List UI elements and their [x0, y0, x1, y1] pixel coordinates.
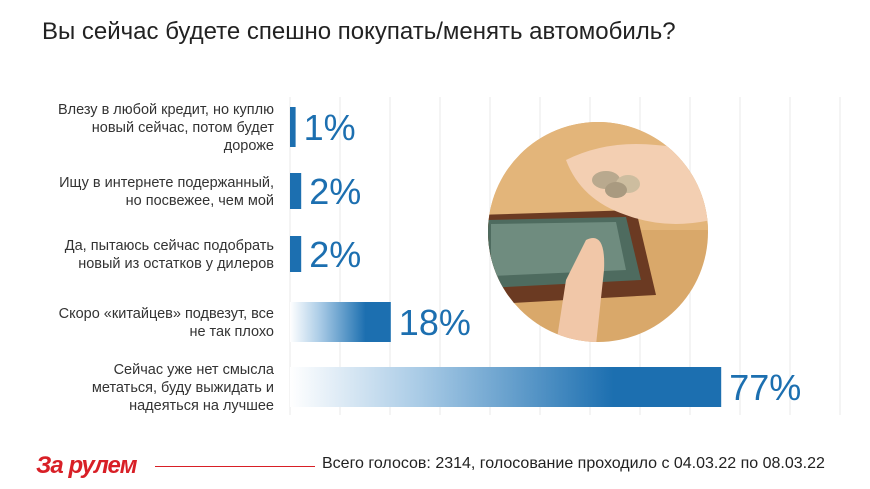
category-label-line: новый сейчас, потом будет	[92, 120, 275, 136]
value-label: 2%	[309, 171, 361, 212]
category-label-line: метаться, буду выжидать и	[92, 380, 274, 396]
category-label: Ищу в интернете подержанный, но посвежее,…	[59, 175, 274, 209]
bar	[290, 107, 296, 147]
value-label: 1%	[304, 107, 356, 148]
category-label: Сейчас уже нет смысла метаться, буду выжи…	[92, 362, 275, 414]
category-labels: Влезу в любой кредит, но куплю новый сейч…	[58, 102, 275, 414]
poll-bar-chart: Влезу в любой кредит, но куплю новый сейч…	[58, 97, 841, 415]
category-label-line: новый из остатков у дилеров	[78, 256, 274, 272]
bar	[290, 367, 722, 407]
value-labels: 1% 2% 2% 18% 77%	[304, 107, 802, 408]
bars	[290, 107, 722, 407]
page-title: Вы сейчас будете спешно покупать/менять …	[42, 18, 676, 45]
category-label: Влезу в любой кредит, но куплю новый сейч…	[58, 102, 274, 154]
brand-logo: За рулем	[36, 452, 138, 479]
bar	[290, 302, 391, 342]
bar	[290, 236, 302, 272]
value-label: 2%	[309, 234, 361, 275]
category-label-line: Скоро «китайцев» подвезут, все	[59, 306, 274, 322]
category-label-line: но посвежее, чем мой	[126, 193, 274, 209]
category-label: Да, пытаюсь сейчас подобрать новый из ост…	[65, 238, 275, 272]
bar	[290, 173, 302, 209]
category-label-line: Сейчас уже нет смысла	[114, 362, 275, 378]
category-label-line: не так плохо	[189, 324, 274, 340]
footer-vote-info: Всего голосов: 2314, голосование проходи…	[322, 455, 825, 472]
category-label-line: дороже	[224, 138, 274, 154]
category-label-line: надеяться на лучшее	[129, 398, 274, 414]
category-label: Скоро «китайцев» подвезут, все не так пло…	[59, 306, 274, 340]
category-label-line: Ищу в интернете подержанный,	[59, 175, 274, 191]
value-label: 77%	[729, 367, 801, 408]
footer-divider	[155, 466, 315, 467]
wallet-coins-illustration	[488, 122, 708, 342]
value-label: 18%	[399, 302, 471, 343]
category-label-line: Да, пытаюсь сейчас подобрать	[65, 238, 274, 254]
category-label-line: Влезу в любой кредит, но куплю	[58, 102, 274, 118]
